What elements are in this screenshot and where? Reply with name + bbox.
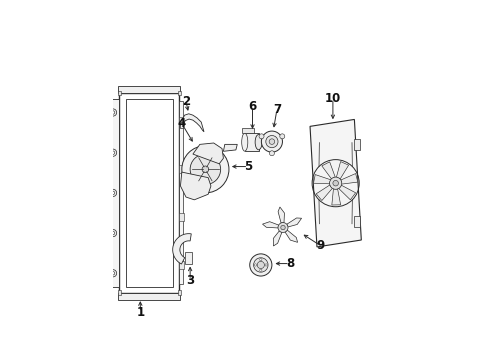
Polygon shape — [314, 175, 331, 184]
Bar — [180, 122, 183, 128]
Circle shape — [111, 271, 115, 275]
Polygon shape — [278, 207, 285, 223]
Circle shape — [330, 177, 342, 189]
Bar — [118, 291, 122, 295]
Circle shape — [280, 134, 285, 139]
Circle shape — [260, 258, 262, 261]
Polygon shape — [332, 189, 341, 205]
Circle shape — [111, 191, 115, 194]
Polygon shape — [263, 222, 279, 228]
Polygon shape — [310, 120, 361, 247]
Polygon shape — [182, 114, 204, 132]
Bar — [354, 216, 361, 227]
Text: 6: 6 — [248, 100, 257, 113]
Circle shape — [270, 151, 274, 156]
Polygon shape — [285, 230, 297, 242]
Bar — [112, 99, 120, 287]
Text: 1: 1 — [136, 306, 145, 319]
Circle shape — [254, 258, 268, 272]
Polygon shape — [273, 231, 282, 246]
Circle shape — [109, 149, 117, 156]
Text: 9: 9 — [317, 239, 324, 252]
Circle shape — [254, 264, 257, 266]
Text: 10: 10 — [325, 92, 341, 105]
Polygon shape — [223, 144, 237, 151]
Circle shape — [261, 131, 282, 152]
Polygon shape — [316, 185, 332, 201]
Polygon shape — [193, 143, 223, 164]
Polygon shape — [172, 234, 191, 264]
Text: 7: 7 — [273, 103, 281, 116]
Circle shape — [109, 270, 117, 277]
Text: 8: 8 — [286, 257, 294, 270]
Bar — [125, 99, 173, 287]
Bar — [179, 117, 184, 125]
Polygon shape — [180, 172, 211, 200]
Circle shape — [259, 134, 264, 139]
Circle shape — [202, 166, 209, 173]
Bar — [245, 133, 259, 151]
Bar — [179, 165, 184, 173]
Bar — [179, 213, 184, 221]
Bar — [118, 293, 180, 300]
Circle shape — [265, 264, 267, 266]
Circle shape — [111, 151, 115, 154]
Bar — [179, 102, 183, 284]
Circle shape — [190, 154, 220, 185]
Bar — [118, 86, 180, 93]
Bar — [185, 252, 193, 264]
Circle shape — [281, 225, 285, 230]
Bar — [354, 139, 361, 150]
Text: 5: 5 — [244, 160, 252, 173]
Circle shape — [111, 111, 115, 114]
Bar — [179, 261, 184, 269]
Circle shape — [278, 222, 288, 233]
Circle shape — [111, 231, 115, 235]
Text: 2: 2 — [182, 95, 190, 108]
Circle shape — [250, 254, 272, 276]
Polygon shape — [339, 185, 356, 200]
Circle shape — [257, 261, 265, 269]
Circle shape — [333, 180, 339, 186]
Polygon shape — [337, 162, 348, 179]
Circle shape — [269, 139, 275, 144]
Circle shape — [182, 146, 229, 193]
Bar — [118, 91, 122, 95]
Text: 4: 4 — [178, 117, 186, 130]
Ellipse shape — [242, 133, 248, 151]
Bar — [120, 93, 179, 293]
Bar — [178, 291, 181, 295]
Circle shape — [109, 229, 117, 237]
Circle shape — [109, 189, 117, 197]
Bar — [242, 128, 254, 133]
Polygon shape — [287, 218, 301, 227]
Bar — [178, 91, 181, 95]
Polygon shape — [322, 162, 335, 179]
Circle shape — [266, 135, 278, 148]
Ellipse shape — [255, 135, 262, 150]
Text: 3: 3 — [186, 274, 194, 287]
Circle shape — [260, 269, 262, 271]
Circle shape — [109, 109, 117, 116]
Polygon shape — [341, 174, 358, 184]
